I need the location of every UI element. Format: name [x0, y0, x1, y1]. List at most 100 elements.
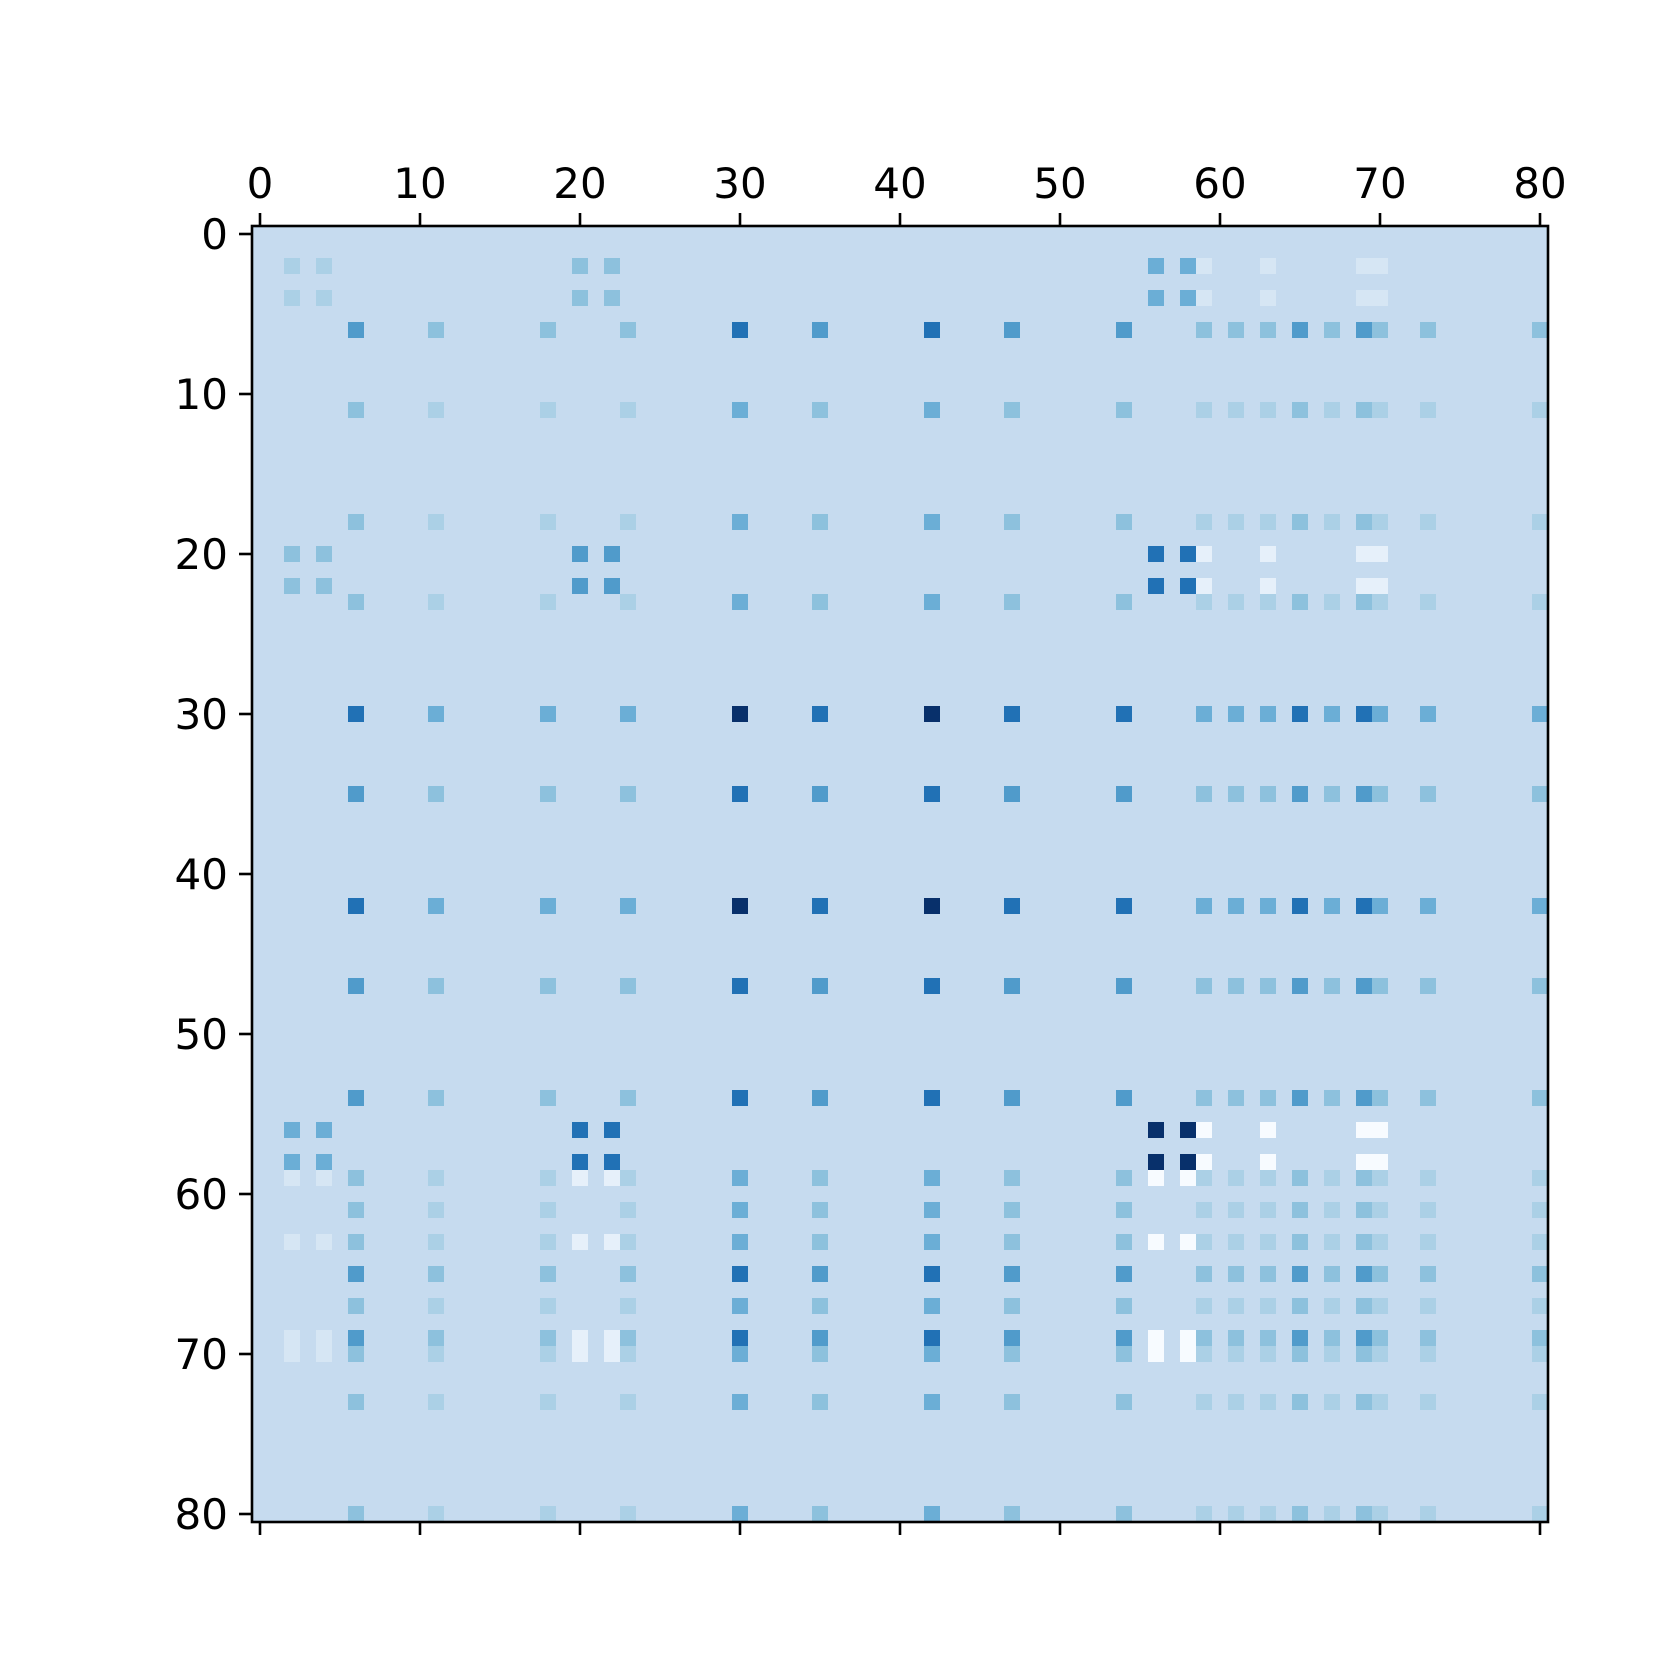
cell [1020, 434, 1037, 451]
cell [956, 354, 973, 371]
cell [1004, 1026, 1021, 1043]
cell [252, 1026, 269, 1043]
cell [1388, 866, 1405, 883]
cell [940, 818, 957, 835]
cell [1196, 866, 1213, 883]
cell [652, 770, 669, 787]
cell [588, 354, 605, 371]
cell [1212, 770, 1229, 787]
cell [1516, 450, 1533, 467]
cell [1196, 914, 1213, 931]
cell [268, 674, 285, 691]
cell [700, 530, 717, 547]
cell [300, 594, 317, 611]
cell [380, 850, 397, 867]
cell [668, 386, 685, 403]
cell [1116, 354, 1133, 371]
cell [940, 770, 957, 787]
cell [476, 674, 493, 691]
cell [828, 322, 845, 339]
cell [972, 882, 989, 899]
cell [1356, 1074, 1373, 1091]
cell [556, 450, 573, 467]
cell [1260, 1106, 1277, 1123]
cell [892, 866, 909, 883]
cell [988, 1090, 1005, 1107]
cell [684, 882, 701, 899]
cell [1116, 1138, 1133, 1155]
cell [492, 482, 509, 499]
cell [796, 930, 813, 947]
cell [444, 1026, 461, 1043]
cell [924, 834, 941, 851]
cell [1500, 498, 1517, 515]
cell [1468, 722, 1485, 739]
cell [1180, 354, 1197, 371]
cell [1468, 658, 1485, 675]
cell [1292, 914, 1309, 931]
cell [860, 1202, 877, 1219]
cell [668, 514, 685, 531]
cell [1084, 1058, 1101, 1075]
cell [1308, 610, 1325, 627]
cell [572, 1122, 589, 1139]
cell [1148, 898, 1165, 915]
cell [1020, 1090, 1037, 1107]
cell [972, 338, 989, 355]
cell [1276, 482, 1293, 499]
cell [428, 898, 445, 915]
cell [460, 322, 477, 339]
cell [764, 386, 781, 403]
cell [1068, 626, 1085, 643]
cell [1276, 274, 1293, 291]
cell [1516, 658, 1533, 675]
cell [1372, 690, 1389, 707]
cell [1388, 786, 1405, 803]
cell [1100, 786, 1117, 803]
cell [972, 642, 989, 659]
cell [1340, 226, 1357, 243]
cell [588, 514, 605, 531]
cell [316, 1026, 333, 1043]
cell [1100, 1042, 1117, 1059]
cell [1340, 418, 1357, 435]
cell [556, 1074, 573, 1091]
cell [764, 482, 781, 499]
cell [1372, 930, 1389, 947]
cell [1244, 850, 1261, 867]
cell [684, 274, 701, 291]
cell [1148, 386, 1165, 403]
cell [1228, 722, 1245, 739]
cell [428, 1106, 445, 1123]
cell [604, 626, 621, 643]
cell [684, 1090, 701, 1107]
cell [1292, 978, 1309, 995]
cell [860, 1106, 877, 1123]
cell [1004, 946, 1021, 963]
cell [1276, 898, 1293, 915]
cell [460, 770, 477, 787]
cell [812, 690, 829, 707]
cell [668, 498, 685, 515]
cell [1068, 434, 1085, 451]
cell [1516, 738, 1533, 755]
cell [1132, 354, 1149, 371]
cell [1068, 338, 1085, 355]
cell [1260, 1010, 1277, 1027]
cell [524, 690, 541, 707]
cell [1132, 306, 1149, 323]
cell [1324, 690, 1341, 707]
cell [732, 1042, 749, 1059]
cell [732, 626, 749, 643]
cell [1404, 930, 1421, 947]
cell [524, 242, 541, 259]
cell [1004, 242, 1021, 259]
cell [364, 930, 381, 947]
cell [780, 482, 797, 499]
cell [604, 482, 621, 499]
cell [1052, 1170, 1069, 1187]
cell [428, 642, 445, 659]
cell [460, 290, 477, 307]
cell [252, 466, 269, 483]
cell [1292, 322, 1309, 339]
